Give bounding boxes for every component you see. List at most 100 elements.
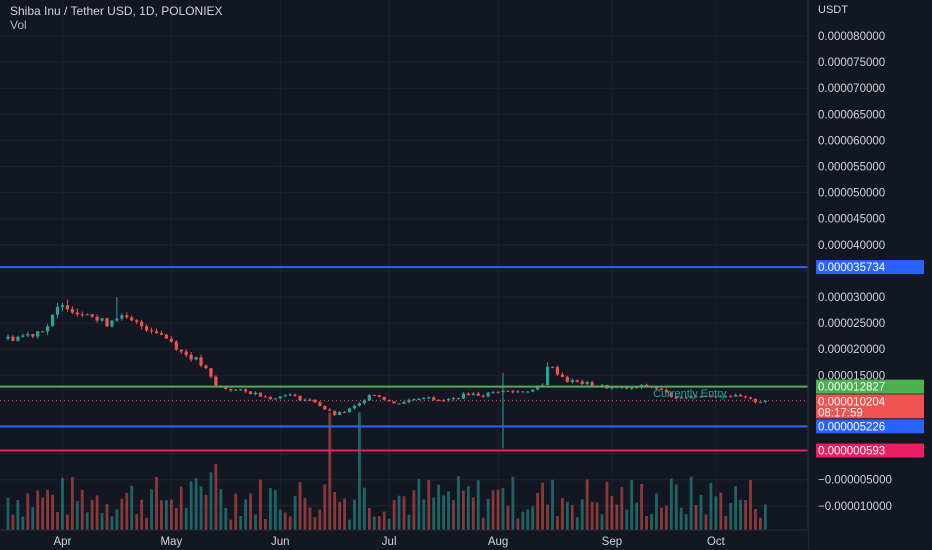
volume-bar [521, 511, 525, 530]
price-tick-label: 0.000030000 [818, 292, 885, 304]
price-axis-background [808, 0, 932, 550]
candle-body [313, 399, 317, 403]
candle-body [442, 400, 446, 402]
volume-bar [21, 516, 25, 530]
candle-body [338, 411, 342, 415]
volume-bar [462, 490, 465, 530]
candle-body [362, 400, 366, 404]
volume-bar [541, 482, 544, 530]
price-axis-unit: USDT [818, 4, 848, 16]
candle-body [189, 354, 193, 360]
volume-bar [259, 479, 262, 530]
candle-body [550, 366, 555, 368]
price-tick-label: 0.000050000 [818, 188, 885, 200]
candle-body [486, 392, 490, 397]
candle-body [575, 380, 579, 382]
price-label-box [816, 260, 924, 275]
candle-body [273, 398, 277, 400]
candle-body [456, 398, 461, 400]
candle-body [451, 398, 456, 400]
volume-bar [734, 486, 738, 530]
price-label-text: 0.000000593 [818, 446, 885, 458]
candle-body [95, 316, 99, 321]
candle-body [719, 396, 723, 398]
candle-body [625, 386, 629, 389]
price-label-box [816, 419, 924, 434]
volume-bar [56, 512, 59, 530]
candle-body [694, 396, 698, 398]
price-tick-label: 0.000045000 [818, 214, 885, 226]
volume-bar [620, 487, 624, 530]
volume-bar [95, 495, 99, 530]
volume-bar [476, 480, 480, 530]
candle-body [367, 394, 371, 401]
candle-body [145, 326, 149, 331]
volume-bar [219, 489, 223, 530]
candle-body [630, 387, 634, 389]
volume-bar [645, 516, 648, 530]
candle-body [248, 391, 253, 395]
candle-body [75, 312, 79, 315]
candle-body [258, 392, 263, 397]
volume-bar [442, 495, 445, 530]
price-label-box [816, 443, 924, 458]
time-tick-label: May [160, 536, 182, 548]
candle-body [154, 331, 159, 334]
candle-body [70, 309, 74, 313]
candle-body [278, 396, 282, 399]
volume-bar [689, 476, 693, 530]
candle-body [437, 399, 441, 401]
candle-body [11, 336, 15, 341]
candle-body [283, 395, 287, 397]
volume-bar [6, 497, 10, 530]
volume-bar [496, 489, 500, 530]
candle-body [333, 410, 337, 415]
volume-bar [402, 496, 406, 530]
volume-bar [660, 507, 663, 530]
price-label-text: 0.000005226 [818, 421, 885, 433]
candle-body [412, 399, 416, 401]
volume-bar [432, 497, 436, 530]
candle-body [184, 351, 188, 355]
volume-bars [6, 412, 767, 530]
candle-body [446, 398, 451, 401]
candle-body [570, 380, 574, 382]
volume-bar [125, 492, 129, 530]
symbol-title[interactable]: Shiba Inu / Tether USD, 1D, POLONIEX [10, 4, 223, 18]
candle-body [55, 307, 60, 315]
volume-bar [466, 486, 470, 530]
volume-bar [640, 483, 643, 530]
volume-bar [328, 412, 332, 530]
candle-body [704, 395, 708, 397]
volume-bar [155, 477, 158, 530]
volume-bar [135, 513, 139, 530]
candle-body [298, 395, 302, 401]
volume-bar [343, 498, 346, 530]
volume-bar [669, 478, 673, 530]
volume-bar [556, 516, 559, 530]
price-axis: USDT 0.000080000 0.000075000 0.000070000 0.0… [807, 0, 932, 550]
candle-body [16, 336, 20, 341]
volume-bar [536, 493, 540, 530]
candle-body [689, 396, 693, 399]
volume-bar [422, 499, 426, 530]
volume-bar [595, 502, 599, 530]
price-tick-label: 0.000015000 [818, 370, 885, 382]
volume-bar [570, 505, 574, 530]
candle-body [293, 394, 297, 396]
candle-body [224, 386, 228, 389]
volume-bar [674, 484, 678, 530]
volume-bar [41, 497, 45, 530]
volume-bar [323, 484, 327, 530]
price-tick-label: 0.000055000 [818, 162, 885, 174]
candle-body [382, 397, 386, 400]
candle-body [407, 399, 411, 402]
candle-body [481, 395, 485, 397]
volume-bar [655, 493, 658, 530]
candle-body [26, 333, 30, 336]
candle-body [179, 349, 183, 352]
candle-body [471, 393, 475, 396]
volume-bar [684, 514, 688, 530]
candle-body [739, 394, 743, 397]
